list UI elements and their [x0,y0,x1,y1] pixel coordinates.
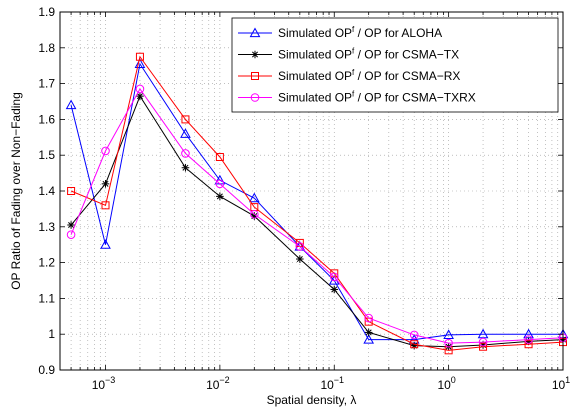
y-axis-label: OP Ratio of Fading over Non−Fading [9,92,23,290]
data-point [67,221,75,229]
y-tick-label: 1.9 [38,5,55,19]
legend-label: Simulated OPf / OP for CSMA−TXRX [278,90,476,105]
legend-marker [250,93,260,102]
legend-entry: Simulated OPf / OP for ALOHA [238,25,442,40]
y-tick-label: 1.4 [38,184,55,198]
data-point [101,201,110,210]
data-point [181,163,190,172]
data-point [215,179,225,189]
legend-entry: Simulated OPf / OP for CSMA−TX [238,47,459,62]
data-point [524,335,533,344]
x-tick-label: 100 [437,375,455,392]
series-layer [65,52,569,355]
y-tick-label: 1.5 [38,148,55,162]
data-point [330,285,339,294]
data-point [443,329,454,340]
legend: Simulated OPf / OP for ALOHA Simulated OP… [231,17,559,113]
y-tick-label: 1.1 [38,291,55,305]
data-point [216,192,224,201]
data-point [329,272,339,282]
data-point [134,58,146,69]
data-point [101,146,110,156]
data-point [479,342,488,351]
data-point [180,128,191,138]
data-point [410,340,419,349]
data-point [444,338,453,348]
legend-label: Simulated OPf / OP for CSMA−RX [278,68,460,83]
data-point [181,115,190,124]
y-tick-label: 1 [48,327,55,341]
series-line [70,62,563,341]
series-2 [67,92,567,351]
series-line [70,95,564,348]
axis-ticks: 0.9 1 1.1 1.2 1.3 1.4 1.5 1.6 1.7 1.8 1.9 10−3 10−2 1… [38,5,570,392]
data-point [524,340,533,349]
data-point [364,313,373,323]
x-tick-label: 101 [552,375,570,392]
legend-marker [251,50,259,59]
y-tick-label: 1.7 [38,77,55,91]
data-point [66,230,76,239]
legend-box [231,17,559,113]
data-point [248,192,260,203]
data-point [181,149,190,158]
data-point [215,152,224,161]
legend-label: Simulated OPf / OP for CSMA−TX [278,47,459,62]
data-point [409,330,419,340]
data-point [67,187,76,195]
legend-entry: Simulated OPf / OP for CSMA−RX [238,68,460,83]
x-tick-label: 10−2 [206,375,230,392]
data-point [364,328,373,337]
y-tick-label: 1.8 [38,41,55,55]
data-point [100,239,111,249]
data-point [101,180,110,188]
data-point [478,337,488,347]
data-point [65,99,77,110]
legend-entry: Simulated OPf / OP for CSMA−TXRX [238,90,476,105]
x-tick-label: 10−1 [320,375,344,392]
legend-label: Simulated OPf / OP for ALOHA [278,25,442,40]
y-tick-label: 1.2 [38,256,55,270]
y-tick-label: 1.6 [38,112,55,126]
data-point [250,209,259,219]
data-point [295,242,305,251]
legend-marker [251,72,259,80]
series-4 [66,84,568,348]
y-tick-label: 0.9 [38,363,55,377]
data-point [136,92,144,100]
x-axis-label: Spatial density, λ [267,393,357,407]
x-tick-label: 10−3 [92,375,116,392]
data-point [135,84,145,94]
data-point [135,52,144,61]
legend-marker [249,27,261,38]
series-line [70,88,564,344]
series-line [70,55,564,351]
y-tick-label: 1.3 [38,220,55,234]
data-point [296,255,304,263]
data-point [363,334,375,344]
